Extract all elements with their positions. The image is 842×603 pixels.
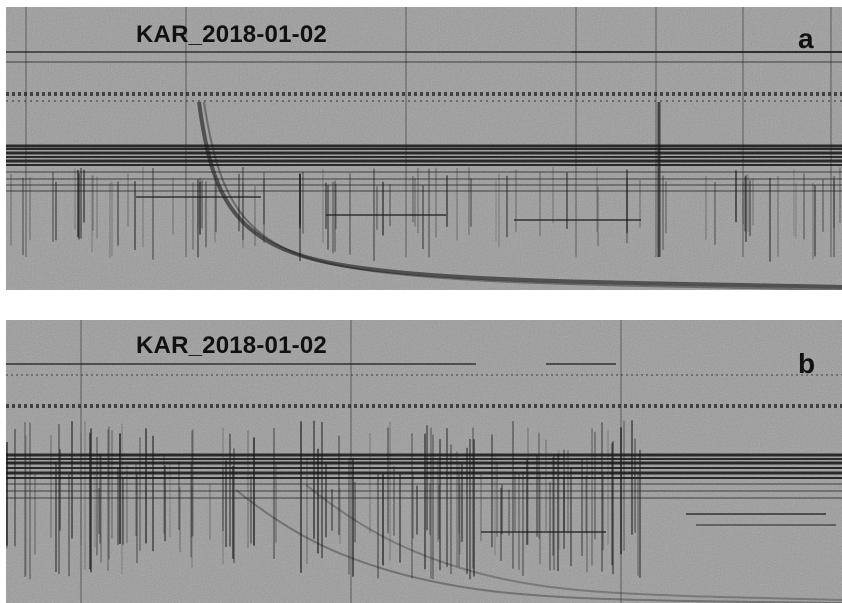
spectrogram-panel-a: KAR_2018-01-02 a	[6, 7, 842, 290]
panel-letter-a: a	[798, 23, 814, 54]
panel-letter-b: b	[798, 348, 816, 379]
station-date-label-b: KAR_2018-01-02	[136, 332, 327, 359]
spectrogram-panel-b: KAR_2018-01-02 b	[6, 320, 842, 603]
spectrogram-image-b	[6, 320, 842, 603]
station-date-label-a: KAR_2018-01-02	[136, 21, 327, 48]
spectrogram-image-a	[6, 7, 842, 290]
